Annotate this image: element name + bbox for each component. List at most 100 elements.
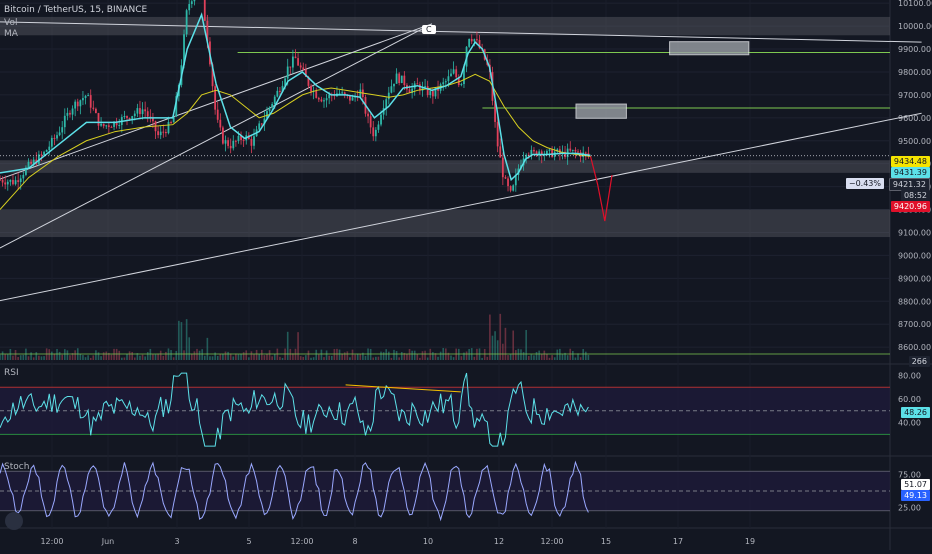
volume-bar [473, 356, 476, 360]
volume-bar [380, 351, 382, 360]
volume-bar [419, 357, 421, 360]
rsi-value-tag: 48.26 [901, 407, 930, 418]
candle-body [496, 121, 499, 147]
volume-bar [390, 357, 393, 360]
candle-body [133, 113, 136, 117]
price-tick-label: 9900.00 [898, 45, 931, 54]
candle-body [97, 113, 100, 126]
price-tick-label: 8700.00 [898, 320, 931, 329]
candle-body [494, 100, 496, 122]
volume-bar [318, 354, 320, 360]
candle-body [372, 127, 375, 137]
candle-body [25, 167, 27, 175]
candle-body [203, 0, 206, 21]
volume-bar [494, 331, 496, 360]
candle-body [426, 86, 429, 96]
candle-body [271, 103, 274, 108]
volume-bar [271, 356, 273, 360]
volume-bar [343, 352, 346, 360]
candle-body [214, 86, 217, 110]
price-tick-label: 9000.00 [898, 251, 931, 260]
volume-bar [227, 351, 229, 360]
candle-body [9, 179, 12, 182]
volume-bar [152, 354, 154, 360]
time-tick-label: 12:00 [40, 537, 63, 546]
volume-bar [209, 356, 211, 360]
candle-body [139, 108, 141, 115]
candle-body [141, 109, 144, 115]
candle-body [455, 69, 458, 78]
candle-body [398, 73, 401, 83]
volume-bar [377, 356, 380, 360]
volume-bar [92, 355, 95, 360]
price-tick-label: 8900.00 [898, 274, 931, 283]
tradingview-logo-icon[interactable] [5, 512, 23, 530]
volume-bar [74, 350, 76, 360]
volume-bar [398, 357, 400, 360]
symbol-title: Bitcoin / TetherUS, 15, BINANCE [4, 5, 148, 15]
candle-body [341, 92, 344, 94]
volume-bar [175, 350, 178, 360]
volume-bar [520, 349, 522, 360]
candle-body [152, 118, 154, 122]
candle-body [310, 85, 312, 92]
volume-bar [530, 354, 533, 360]
candle-body [390, 86, 393, 93]
volume-bar [141, 354, 144, 360]
candle-countdown: 08:52 [900, 190, 930, 201]
volume-bar [465, 351, 468, 360]
ema-fast-line [0, 12, 591, 182]
candle-body [234, 140, 237, 142]
candle-body [273, 96, 276, 104]
volume-bar [38, 355, 40, 360]
candle-body [343, 92, 346, 95]
candle-body [175, 96, 178, 117]
candle-body [32, 159, 35, 164]
candle-body [535, 151, 538, 156]
wave-c-label[interactable]: C [422, 25, 436, 34]
candle-body [419, 84, 421, 91]
candle-body [403, 75, 406, 86]
candle-body [260, 123, 263, 125]
candle-body [424, 86, 426, 88]
volume-bar [403, 352, 406, 360]
volume-bar [71, 353, 74, 360]
volume-bar [27, 356, 30, 360]
candle-body [291, 56, 294, 68]
volume-bar [97, 352, 100, 360]
candle-body [0, 179, 1, 181]
volume-bar [517, 348, 520, 360]
volume-bar [349, 357, 351, 360]
volume-bar [222, 353, 224, 360]
candle-body [328, 94, 331, 99]
red-price-tag: 9420.96 [890, 201, 930, 212]
candle-body [351, 97, 354, 101]
candle-body [30, 161, 33, 164]
volume-bar [139, 355, 141, 360]
candle-body [442, 82, 445, 85]
candle-body [527, 154, 530, 156]
volume-bar [133, 357, 136, 360]
last-price-tag: 9434.48 [890, 156, 930, 167]
time-tick-label: 15 [601, 537, 611, 546]
candle-body [584, 152, 587, 154]
time-tick-label: 12 [494, 537, 504, 546]
candle-body [266, 111, 268, 119]
volume-bar [375, 356, 377, 360]
volume-bar [180, 322, 183, 360]
volume-bar [66, 350, 69, 360]
volume-bar [48, 349, 51, 360]
volume-bar [159, 350, 162, 360]
volume-bar [69, 355, 71, 360]
candle-body [172, 116, 175, 123]
candle-body [369, 116, 372, 128]
volume-bar [242, 352, 245, 360]
candle-body [258, 123, 261, 130]
volume-bar [165, 351, 167, 360]
volume-bar [191, 353, 193, 360]
candle-body [19, 178, 22, 182]
volume-bar [566, 355, 569, 360]
candle-body [385, 99, 388, 109]
